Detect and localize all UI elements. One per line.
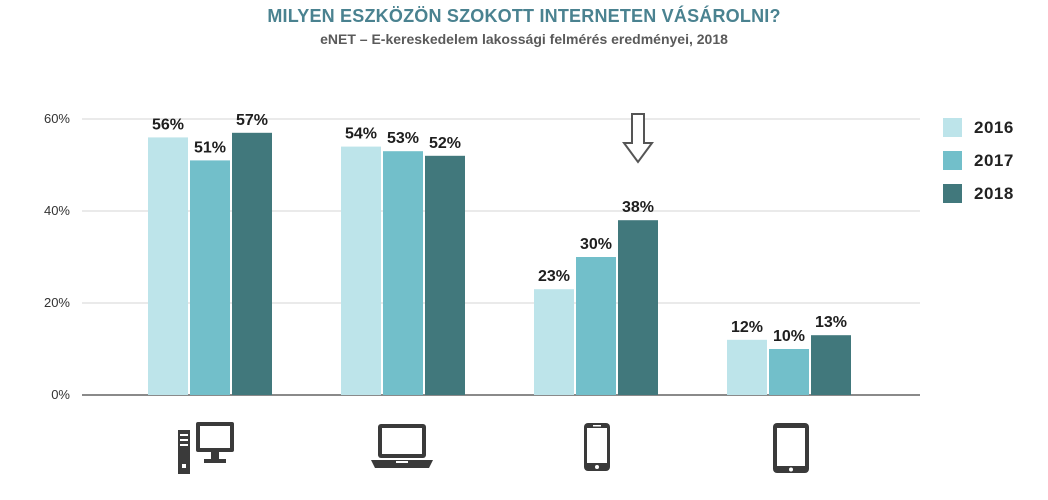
bar-2017 — [576, 257, 616, 395]
bar-2018 — [425, 155, 465, 395]
data-label: 30% — [580, 236, 612, 253]
bar-2018 — [232, 132, 272, 396]
legend: 2016 2017 2018 — [943, 111, 1043, 210]
bar-2016 — [341, 146, 381, 395]
legend-item-2016: 2016 — [943, 111, 1043, 144]
legend-label-2018: 2018 — [974, 183, 1014, 203]
legend-swatch-2018 — [943, 184, 962, 203]
data-label: 38% — [622, 199, 654, 216]
data-label: 52% — [429, 135, 461, 152]
data-label: 57% — [236, 112, 268, 129]
data-label: 53% — [387, 130, 419, 147]
legend-swatch-2017 — [943, 151, 962, 170]
bar-2016 — [534, 289, 574, 395]
tablet-icon — [773, 423, 809, 473]
data-label: 10% — [773, 328, 805, 345]
desktop-computer-icon — [178, 422, 234, 474]
data-label: 23% — [538, 268, 570, 285]
data-label: 12% — [731, 319, 763, 336]
legend-label-2016: 2016 — [974, 117, 1014, 137]
bar-2018 — [618, 220, 658, 395]
y-tick-label: 60% — [44, 111, 70, 126]
y-tick-label: 40% — [44, 203, 70, 218]
y-tick-label: 20% — [44, 295, 70, 310]
bar-2017 — [190, 160, 230, 395]
data-label: 13% — [815, 314, 847, 331]
bar-2017 — [769, 349, 809, 395]
down-arrow-icon — [622, 113, 654, 164]
bar-2018 — [811, 335, 851, 395]
data-label: 54% — [345, 126, 377, 143]
legend-item-2017: 2017 — [943, 144, 1043, 177]
smartphone-icon — [584, 423, 610, 471]
laptop-icon — [371, 424, 433, 468]
bar-2017 — [383, 151, 423, 395]
legend-label-2017: 2017 — [974, 150, 1014, 170]
chart-title: MILYEN ESZKÖZÖN SZOKOTT INTERNETEN VÁSÁR… — [267, 6, 781, 26]
data-label: 51% — [194, 139, 226, 156]
bar-2016 — [727, 339, 767, 395]
bar-2016 — [148, 137, 188, 395]
chart-subtitle: eNET – E-kereskedelem lakossági felmérés… — [320, 31, 728, 47]
legend-swatch-2016 — [943, 118, 962, 137]
data-label: 56% — [152, 116, 184, 133]
legend-item-2018: 2018 — [943, 177, 1043, 210]
y-tick-label: 0% — [51, 387, 70, 402]
